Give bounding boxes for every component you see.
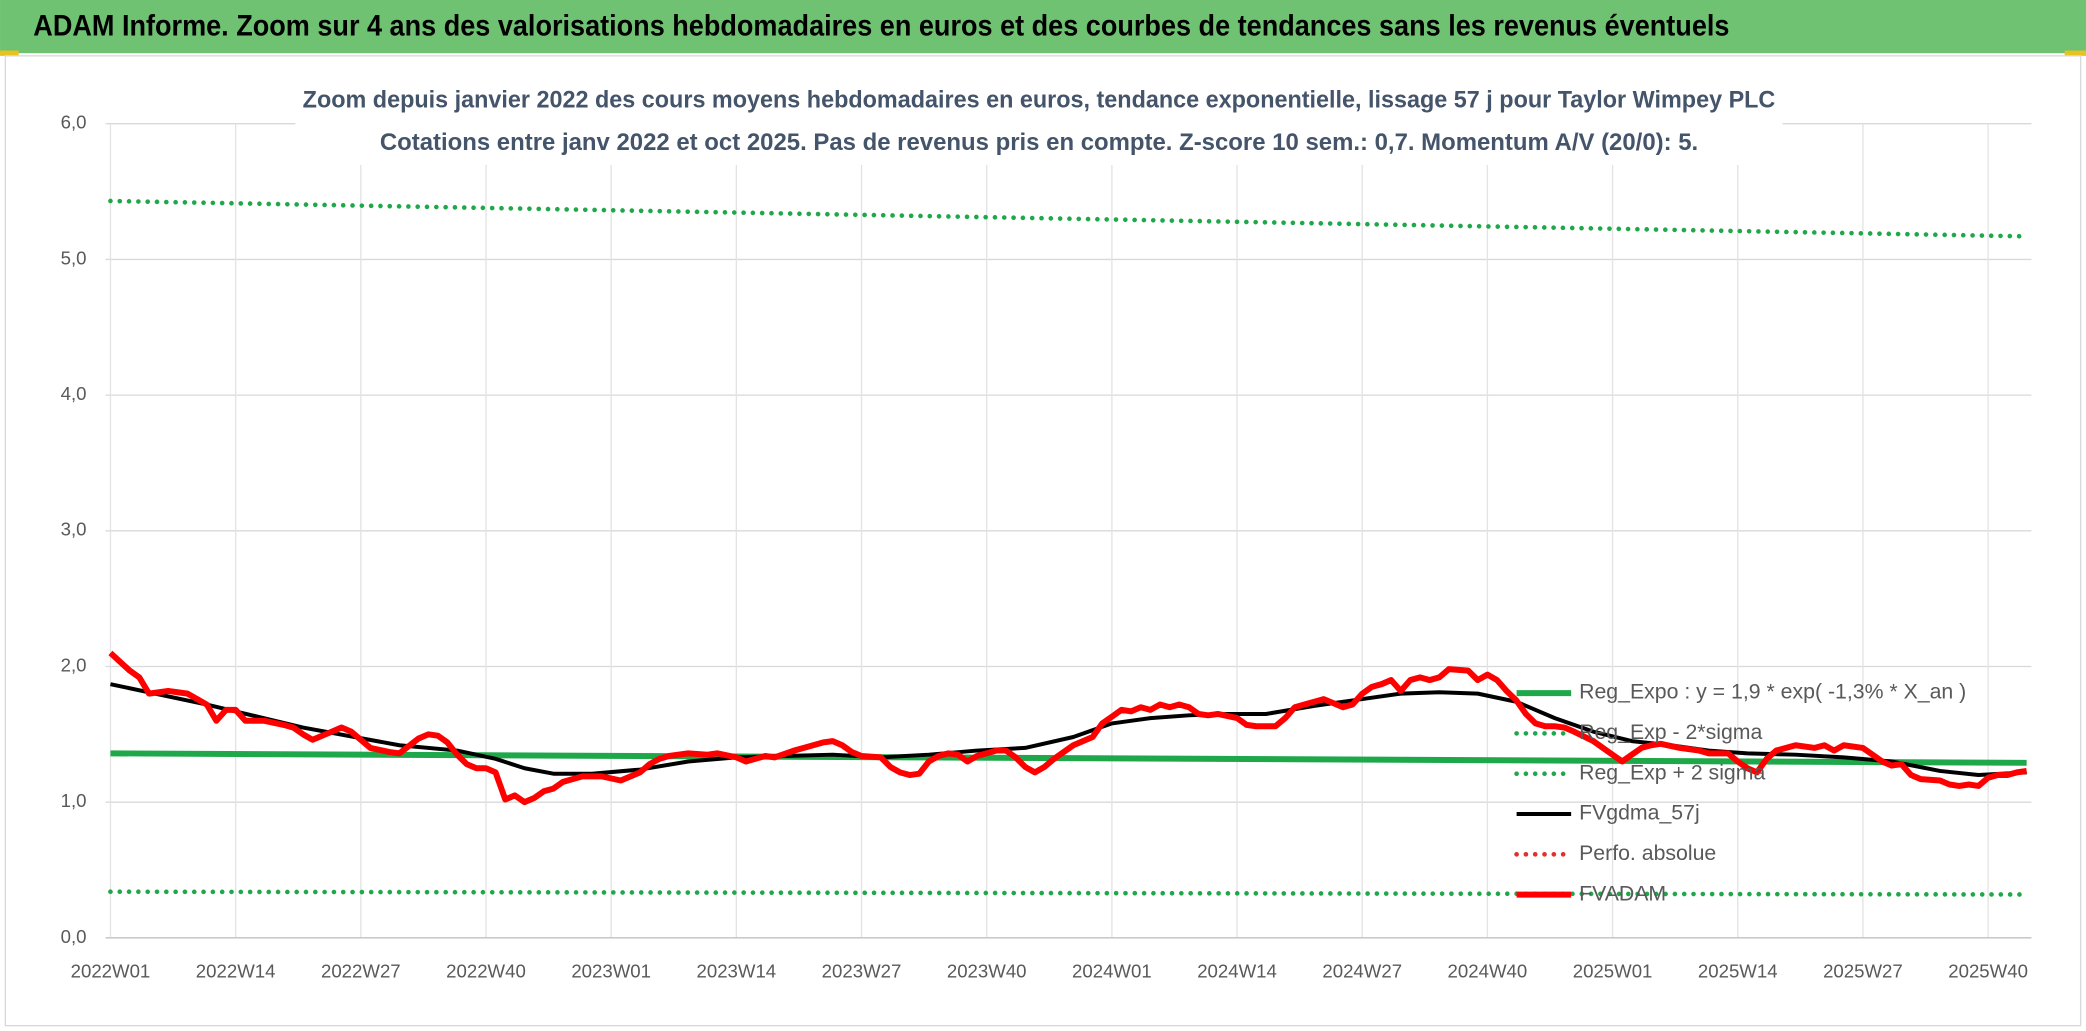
- series-line: [108, 198, 2029, 239]
- y-tick-label: 1,0: [61, 790, 87, 811]
- x-tick-label: 2024W40: [1448, 960, 1528, 981]
- series-line: [110, 750, 2027, 766]
- y-tick-label: 2,0: [61, 654, 87, 675]
- legend-label: FVgdma_57j: [1579, 801, 1700, 825]
- legend-label: Reg_Exp + 2 sigma: [1579, 760, 1765, 784]
- x-tick-label: 2025W01: [1573, 960, 1653, 981]
- corner-accent: [0, 50, 19, 56]
- x-tick-label: 2024W14: [1197, 960, 1277, 981]
- series-line: [108, 650, 2028, 806]
- x-tick-label: 2023W01: [571, 960, 651, 981]
- legend-label: Perfo. absolue: [1579, 841, 1716, 865]
- chart-title: Zoom depuis janvier 2022 des cours moyen…: [303, 86, 1776, 113]
- title-box: [295, 77, 1783, 165]
- x-tick-label: 2023W14: [697, 960, 777, 981]
- y-tick-label: 3,0: [61, 519, 87, 540]
- x-tick-label: 2024W01: [1072, 960, 1152, 981]
- x-tick-label: 2023W40: [947, 960, 1027, 981]
- x-tick-label: 2025W14: [1698, 960, 1778, 981]
- x-tick-label: 2022W27: [321, 960, 401, 981]
- x-tick-label: 2022W40: [446, 960, 526, 981]
- banner: [0, 0, 2086, 54]
- chart-subtitle: Cotations entre janv 2022 et oct 2025. P…: [380, 129, 1698, 156]
- legend-label: Reg_Expo : y = 1,9 * exp( -1,3% * X_an ): [1579, 680, 1966, 704]
- page-title: ADAM Informe. Zoom sur 4 ans des valoris…: [33, 11, 1729, 43]
- x-tick-label: 2022W14: [196, 960, 276, 981]
- y-tick-label: 0,0: [61, 926, 87, 947]
- legend-label: Reg_Exp - 2*sigma: [1579, 720, 1762, 744]
- x-tick-label: 2023W27: [822, 960, 902, 981]
- x-tick-label: 2025W40: [1948, 960, 2028, 981]
- y-tick-label: 4,0: [61, 383, 87, 404]
- y-tick-label: 6,0: [61, 112, 87, 133]
- series-line: [108, 889, 2029, 897]
- y-tick-label: 5,0: [61, 247, 87, 268]
- x-tick-label: 2025W27: [1823, 960, 1903, 981]
- x-tick-label: 2024W27: [1322, 960, 1402, 981]
- legend-label: FVADAM: [1579, 881, 1666, 905]
- x-tick-label: 2022W01: [71, 960, 151, 981]
- corner-accent: [2064, 50, 2086, 56]
- chart-area: [4, 55, 2082, 1027]
